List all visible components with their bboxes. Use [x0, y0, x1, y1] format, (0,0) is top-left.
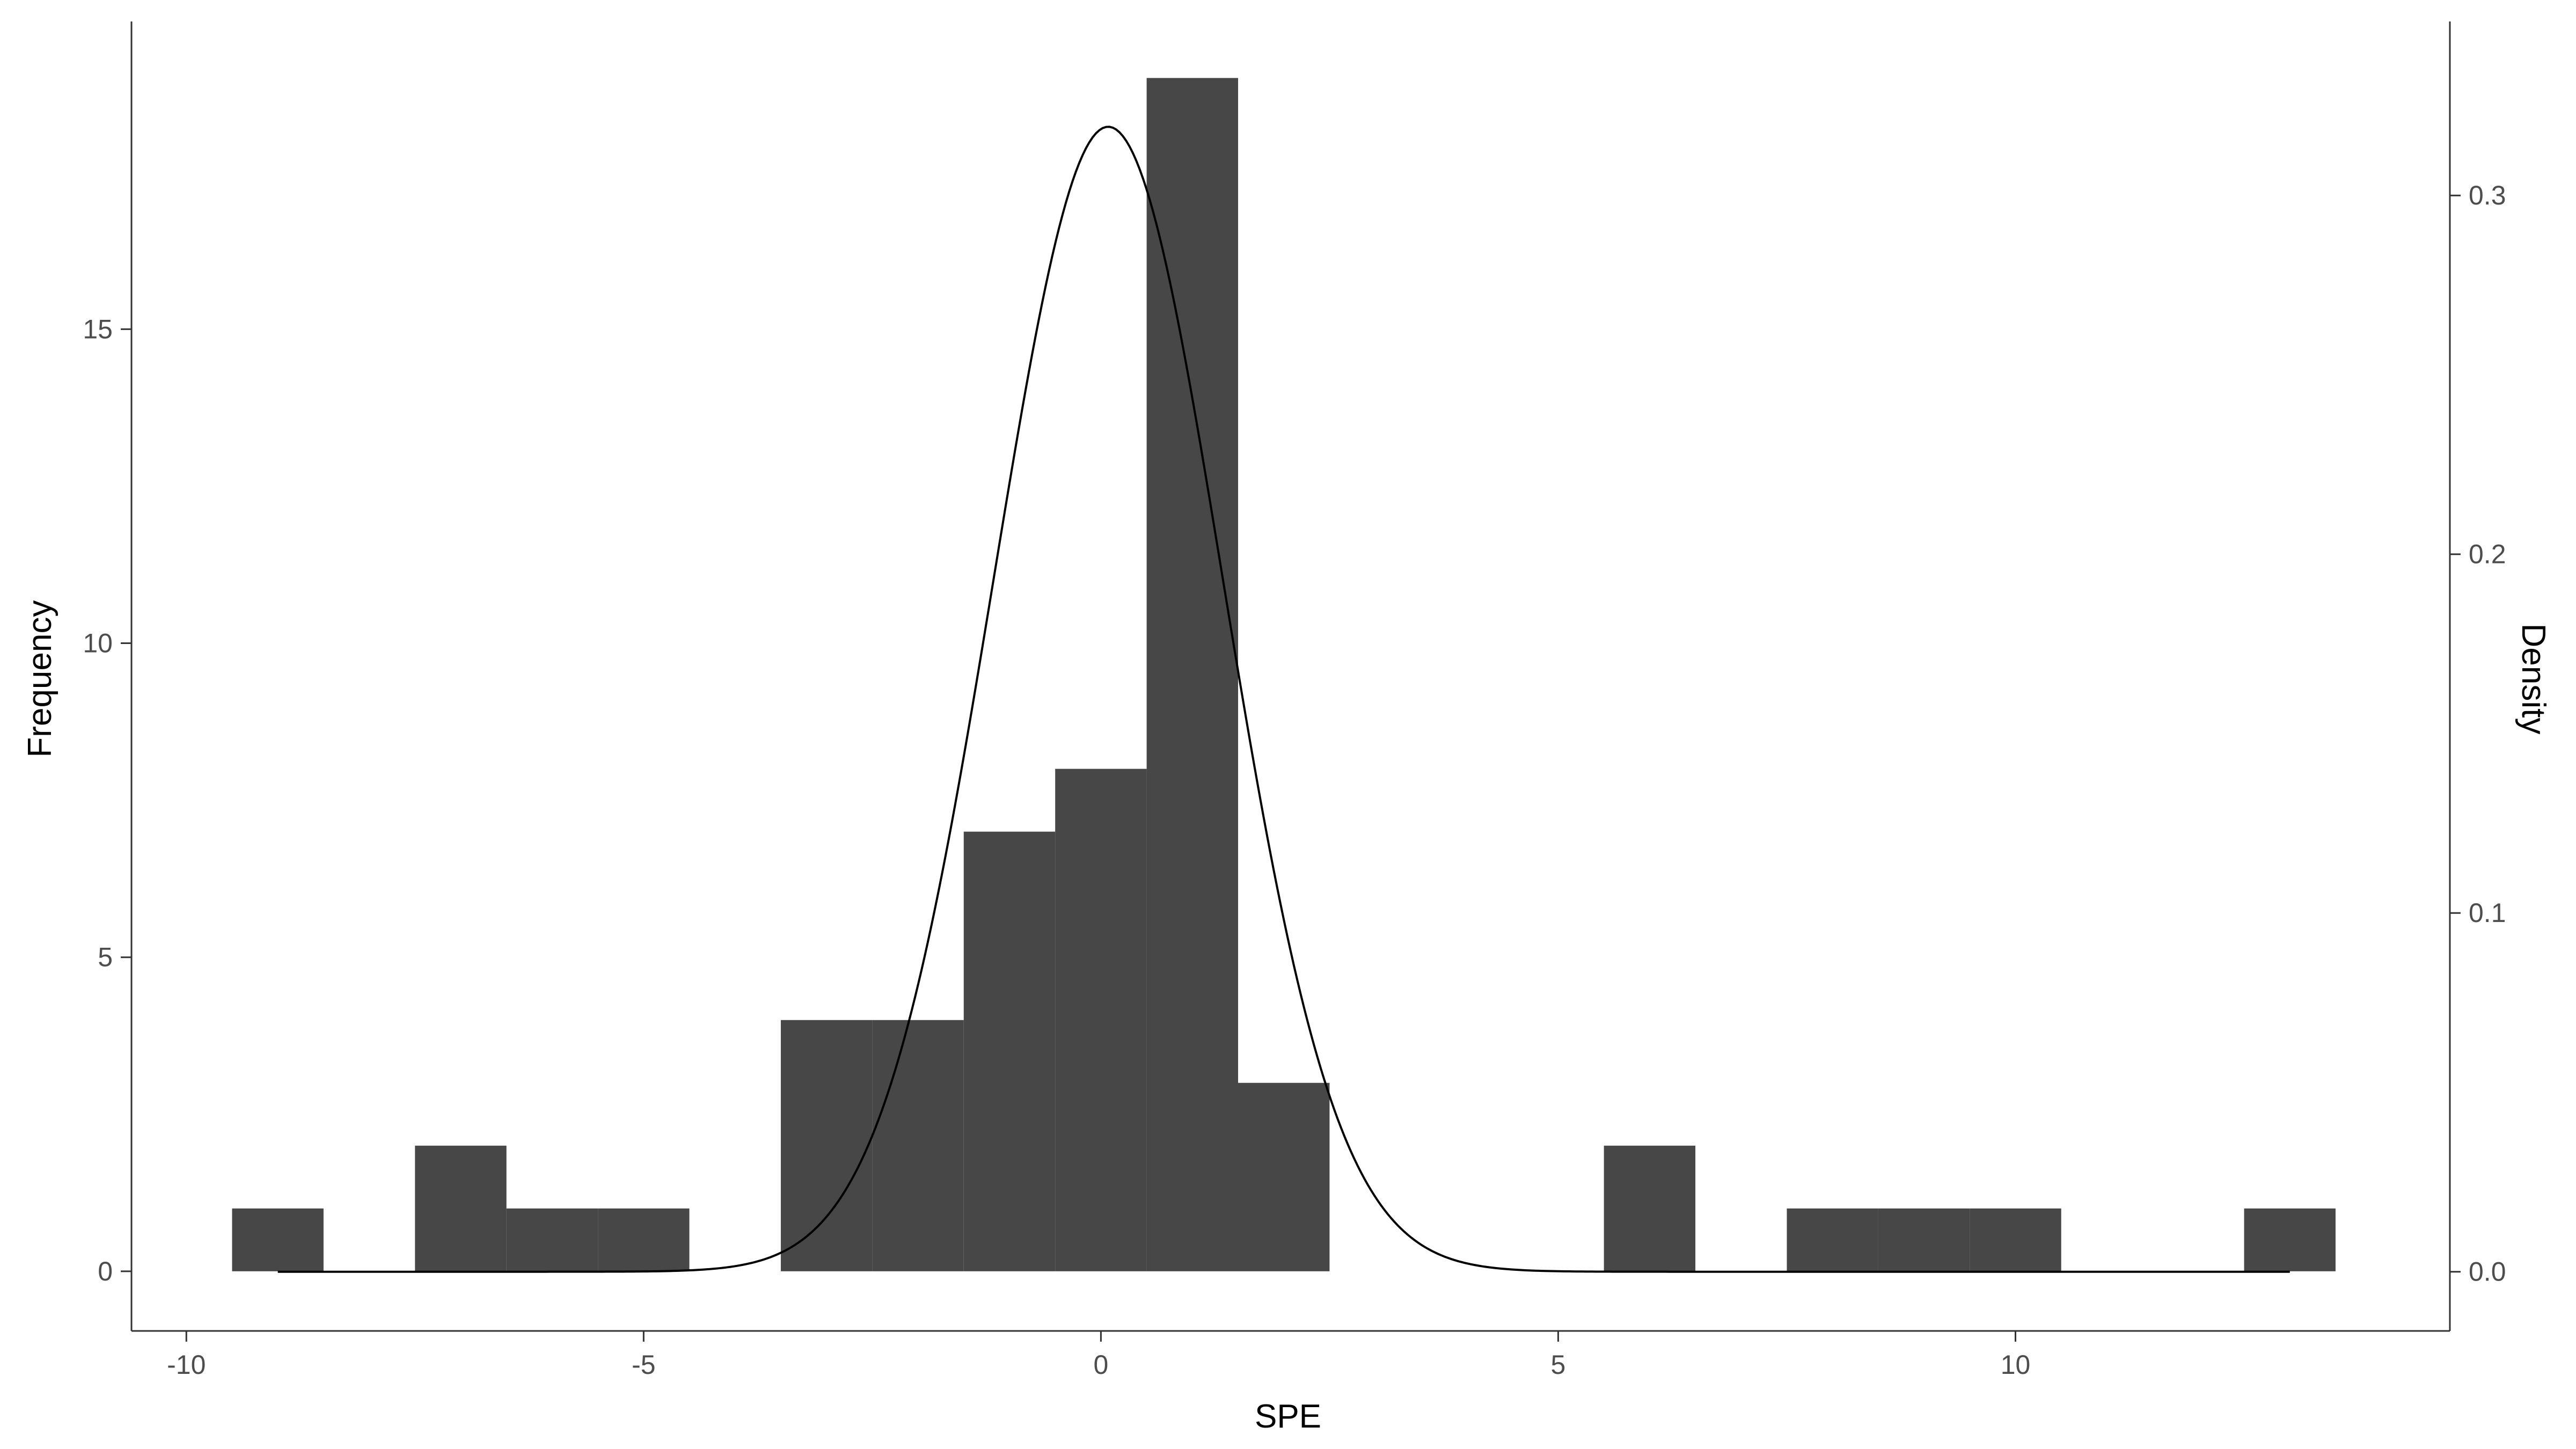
histogram-bar-3 — [598, 1208, 690, 1271]
y2-tick-label: 0.1 — [2469, 898, 2506, 928]
y2-axis-title: Density — [2515, 624, 2552, 735]
x-tick-label: 5 — [1551, 1350, 1566, 1380]
histogram-bar-0 — [232, 1208, 324, 1271]
y-axis-title: Frequency — [21, 601, 58, 758]
histogram-bar-1 — [415, 1145, 507, 1271]
histogram-bar-6 — [963, 831, 1056, 1271]
x-axis-title: SPE — [1255, 1398, 1321, 1435]
histogram-bar-9 — [1238, 1082, 1330, 1271]
x-tick-label: -5 — [632, 1350, 655, 1380]
tick-labels: -10 -5 0 5 10 0 5 10 15 0.0 0.1 0.2 0.3 — [83, 180, 2506, 1380]
histogram-bar-7 — [1055, 769, 1147, 1271]
histogram-bar-11 — [1787, 1208, 1878, 1271]
x-tick-label: -10 — [167, 1350, 206, 1380]
density-curve — [277, 126, 2290, 1273]
histogram-bar-12 — [1878, 1208, 1970, 1271]
y-tick-label: 0 — [98, 1256, 113, 1286]
histogram-bar-2 — [506, 1208, 598, 1271]
histogram-bar-10 — [1604, 1145, 1696, 1271]
histogram-bar-5 — [872, 1020, 964, 1271]
histogram-bar-4 — [780, 1020, 873, 1271]
y2-tick-label: 0.3 — [2469, 180, 2506, 210]
y2-tick-label: 0.2 — [2469, 539, 2506, 569]
y-tick-label: 10 — [83, 628, 113, 658]
axes — [121, 21, 2461, 1342]
x-tick-label: 10 — [2001, 1350, 2031, 1380]
x-tick-label: 0 — [1093, 1350, 1108, 1380]
y2-tick-label: 0.0 — [2469, 1257, 2506, 1287]
histogram-bar-14 — [2244, 1208, 2336, 1271]
histogram-bar-13 — [1970, 1208, 2061, 1271]
histogram-bar-8 — [1146, 78, 1239, 1271]
histogram-bars — [232, 78, 2336, 1271]
y-tick-label: 15 — [83, 314, 113, 344]
y-tick-label: 5 — [98, 942, 113, 972]
